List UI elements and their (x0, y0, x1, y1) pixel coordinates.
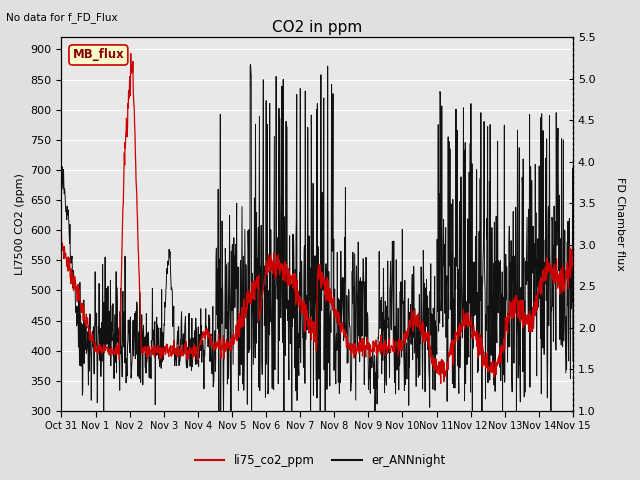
Y-axis label: FD Chamber flux: FD Chamber flux (615, 177, 625, 271)
Legend: li75_co2_ppm, er_ANNnight: li75_co2_ppm, er_ANNnight (190, 449, 450, 472)
Text: No data for f_FD_Flux: No data for f_FD_Flux (6, 12, 118, 23)
Y-axis label: LI7500 CO2 (ppm): LI7500 CO2 (ppm) (15, 173, 25, 275)
Title: CO2 in ppm: CO2 in ppm (272, 20, 362, 35)
Text: MB_flux: MB_flux (72, 48, 124, 61)
